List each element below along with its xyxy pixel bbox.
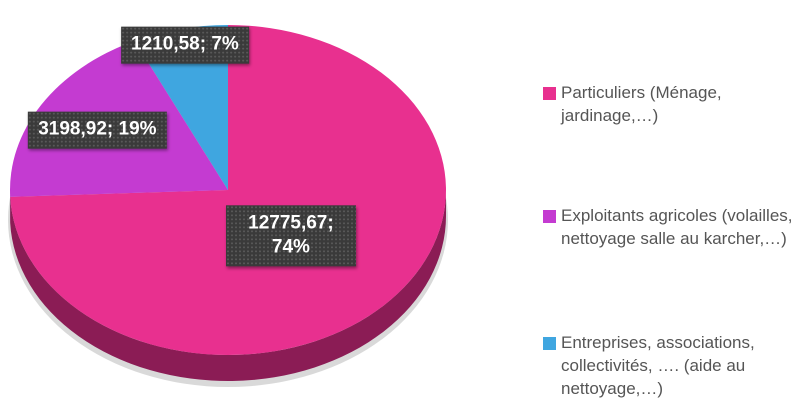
- legend-label: Entreprises, associations, collectivités…: [561, 333, 755, 398]
- legend-item: Entreprises, associations, collectivités…: [543, 332, 809, 401]
- slice-side: [10, 190, 447, 381]
- data-label: 3198,92; 19%: [28, 111, 167, 149]
- legend-label: Particuliers (Ménage, jardinage,…): [561, 83, 722, 125]
- legend-swatch: [543, 337, 556, 350]
- data-label: 1210,58; 7%: [121, 26, 249, 64]
- data-label: 12775,67; 74%: [225, 205, 356, 267]
- legend-swatch: [543, 210, 556, 223]
- slice: [10, 25, 447, 355]
- legend-item: Particuliers (Ménage, jardinage,…): [543, 82, 809, 128]
- legend-swatch: [543, 87, 556, 100]
- legend-item: Exploitants agricoles (volailles, nettoy…: [543, 205, 809, 251]
- legend-label: Exploitants agricoles (volailles, nettoy…: [561, 206, 793, 248]
- slice: [134, 25, 228, 190]
